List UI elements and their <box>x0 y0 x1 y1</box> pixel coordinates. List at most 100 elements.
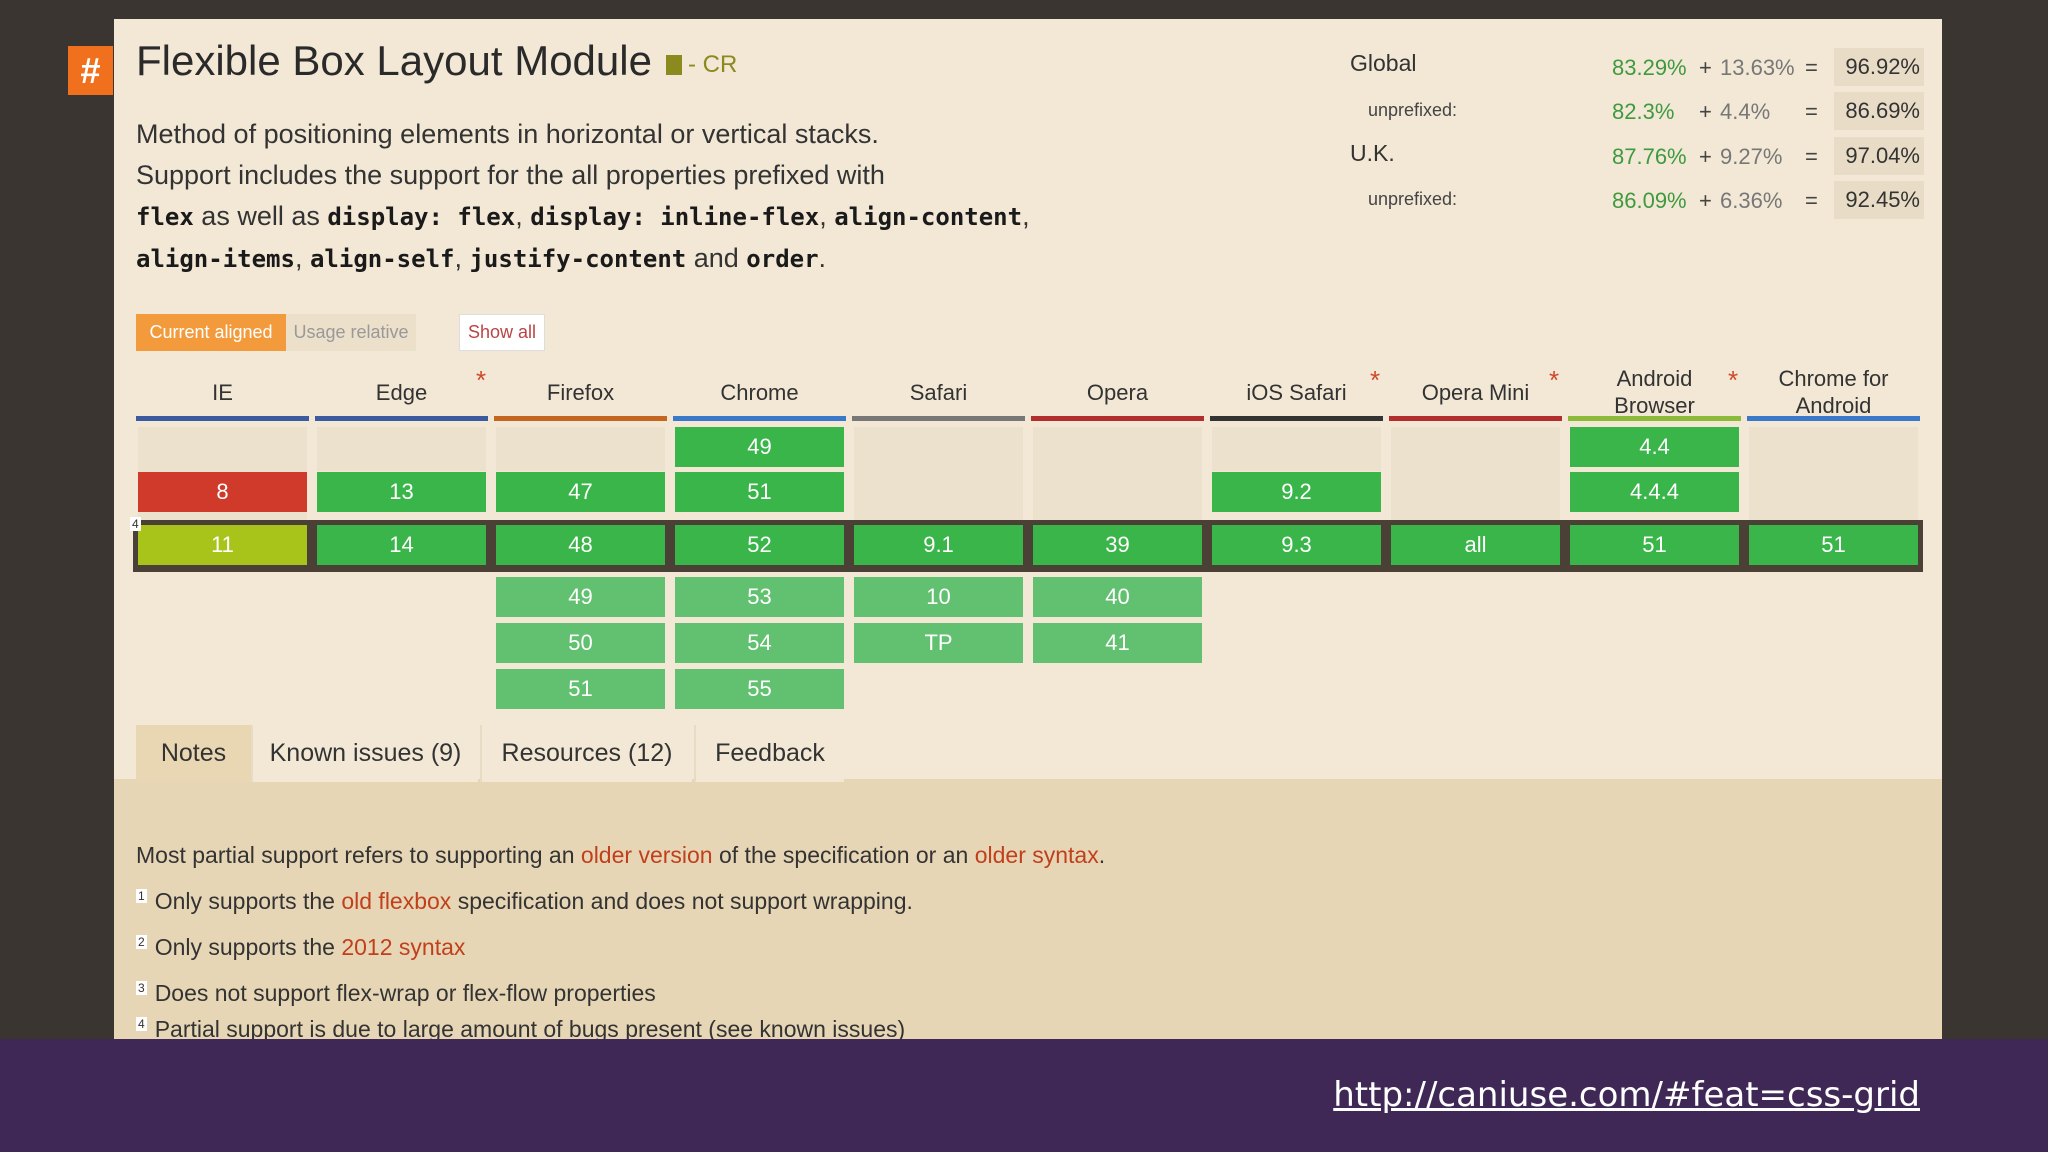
browser-header-opera: Opera <box>1086 380 1149 405</box>
version-cell-future[interactable]: 51 <box>496 669 665 709</box>
description-text: and <box>686 243 747 273</box>
stat-plus: + <box>1699 55 1712 80</box>
version-cell-current[interactable]: all <box>1391 525 1560 565</box>
version-cell-future[interactable]: 50 <box>496 623 665 663</box>
version-cell[interactable]: 9.2 <box>1212 472 1381 512</box>
code-token: order <box>746 245 819 273</box>
prefix-star-icon: * <box>476 365 487 395</box>
version-cell-future[interactable]: 54 <box>675 623 844 663</box>
tab-known-issues[interactable]: Known issues (9) <box>251 725 478 782</box>
document-icon[interactable] <box>665 55 682 75</box>
stat-equals: = <box>1805 188 1818 213</box>
version-cell-future[interactable]: 10 <box>854 577 1023 617</box>
note-item: 4 Partial support is due to large amount … <box>136 1016 905 1043</box>
browser-color-bar <box>1747 416 1920 421</box>
note-number: 1 <box>136 889 147 904</box>
notes-content: Most partial support refers to supportin… <box>114 779 1942 1042</box>
version-cell[interactable]: 13 <box>317 472 486 512</box>
note-number: 4 <box>136 1017 147 1032</box>
version-cell-empty <box>854 427 1023 520</box>
stat-equals: = <box>1805 144 1818 169</box>
stat-total: 92.45% <box>1834 181 1924 219</box>
description-line: Method of positioning elements in horizo… <box>136 119 879 149</box>
page-title: Flexible Box Layout Module - CR <box>136 37 737 85</box>
version-cell[interactable]: 4.4 <box>1570 427 1739 467</box>
version-cell-current[interactable]: 51 <box>1570 525 1739 565</box>
note-item: 3 Does not support flex-wrap or flex-flow… <box>136 980 656 1007</box>
browser-color-bar <box>1389 416 1562 421</box>
feature-panel: Flexible Box Layout Module - CR Method o… <box>114 19 1942 1042</box>
browser-color-bar <box>1210 416 1383 421</box>
version-cell-future[interactable]: 49 <box>496 577 665 617</box>
version-cell[interactable]: 49 <box>675 427 844 467</box>
usage-relative-button[interactable]: Usage relative <box>286 314 416 351</box>
stat-plus: + <box>1699 188 1712 213</box>
version-cell-current[interactable]: 48 <box>496 525 665 565</box>
version-cell-empty <box>1749 427 1918 520</box>
section-anchor-icon[interactable]: # <box>68 46 113 95</box>
tab-feedback[interactable]: Feedback <box>694 725 844 782</box>
browser-name-line: Android <box>1616 366 1693 391</box>
version-cell-current[interactable]: 9.1 <box>854 525 1023 565</box>
spec-status-link[interactable]: - CR <box>687 51 738 78</box>
footer-url-link[interactable]: http://caniuse.com/#feat=css-grid <box>1333 1075 1920 1115</box>
version-cell-empty <box>1391 427 1560 520</box>
description-text: , <box>454 243 470 273</box>
version-cell-current[interactable]: 14 <box>317 525 486 565</box>
stat-partial: 13.63% <box>1720 55 1795 80</box>
version-cell-future[interactable]: 55 <box>675 669 844 709</box>
browser-header-android: Android Browser <box>1568 365 1741 419</box>
version-cell[interactable]: 4.4.4 <box>1570 472 1739 512</box>
browser-header-ios-safari: iOS Safari <box>1246 380 1347 405</box>
version-cell-current[interactable]: 39 <box>1033 525 1202 565</box>
version-cell-empty <box>496 427 665 471</box>
version-cell-current[interactable]: 4 11 <box>130 517 307 565</box>
prefix-star-icon: * <box>1370 365 1381 395</box>
browser-color-bar <box>852 416 1025 421</box>
version-cell[interactable]: 47 <box>496 472 665 512</box>
code-token: align-items <box>136 245 295 273</box>
prefix-star-icon: * <box>1549 365 1560 395</box>
stat-total: 97.04% <box>1834 137 1924 175</box>
browser-color-bar <box>1568 416 1741 421</box>
version-cell-future[interactable]: 40 <box>1033 577 1202 617</box>
tab-notes[interactable]: Notes <box>136 725 251 782</box>
version-cell-future[interactable]: 41 <box>1033 623 1202 663</box>
show-all-button[interactable]: Show all <box>459 314 545 351</box>
stat-supported: 83.29% <box>1612 55 1687 80</box>
version-cell[interactable]: 8 <box>138 472 307 512</box>
version-cell-future[interactable]: TP <box>854 623 1023 663</box>
feature-title: Flexible Box Layout Module <box>136 37 652 84</box>
tab-resources[interactable]: Resources (12) <box>480 725 692 782</box>
slide-footer: http://caniuse.com/#feat=css-grid <box>0 1039 2048 1152</box>
version-cell-current[interactable]: 52 <box>675 525 844 565</box>
current-aligned-button[interactable]: Current aligned <box>136 314 286 351</box>
description-text: , <box>819 201 835 231</box>
note-text: specification and does not support wrapp… <box>451 888 913 914</box>
browser-header-edge: Edge <box>375 380 428 405</box>
older-version-link[interactable]: older version <box>580 842 713 868</box>
code-token: flex <box>136 203 194 231</box>
stat-label-unprefixed: unprefixed: <box>1368 189 1458 209</box>
version-cell-current[interactable]: 9.3 <box>1212 525 1381 565</box>
browser-header-ie: IE <box>212 380 233 405</box>
version-cell[interactable]: 51 <box>675 472 844 512</box>
older-syntax-link[interactable]: older syntax <box>974 842 1099 868</box>
note-text: . <box>1098 842 1106 868</box>
version-cell-future[interactable]: 53 <box>675 577 844 617</box>
2012-syntax-link[interactable]: 2012 syntax <box>341 934 466 960</box>
description-text: , <box>1022 201 1030 231</box>
browser-header-chrome: Chrome <box>720 380 799 405</box>
version-cell-current[interactable]: 51 <box>1749 525 1918 565</box>
old-flexbox-link[interactable]: old flexbox <box>341 888 452 914</box>
description-text: , <box>294 243 310 273</box>
stat-label-unprefixed: unprefixed: <box>1368 100 1458 120</box>
stat-total: 86.69% <box>1834 92 1924 130</box>
browser-header-firefox: Firefox <box>546 380 615 405</box>
note-text: Does not support flex-wrap or flex-flow … <box>154 980 656 1006</box>
note-number: 3 <box>136 981 147 996</box>
browser-color-bar <box>494 416 667 421</box>
notes-summary: Most partial support refers to supportin… <box>136 842 1105 869</box>
description-text: , <box>515 201 531 231</box>
description-text: . <box>818 243 827 273</box>
